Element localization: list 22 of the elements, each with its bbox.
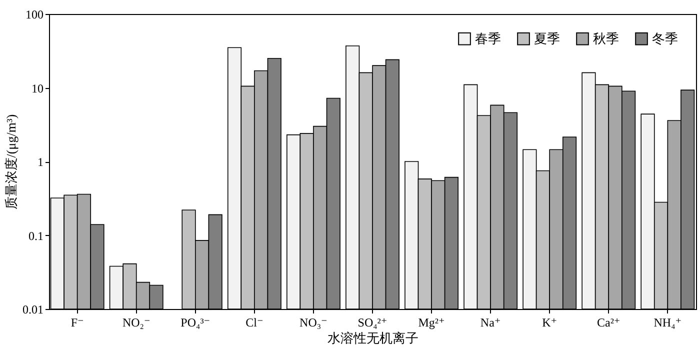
y-tick-label: 0.1 — [28, 228, 44, 243]
x-tick-label: Na⁺ — [480, 316, 501, 330]
legend-label: 春季 — [475, 30, 501, 46]
x-tick-label: NO₂⁻ — [122, 316, 150, 330]
x-tick-label: K⁺ — [542, 316, 558, 330]
legend-label: 冬季 — [652, 30, 678, 46]
y-tick-label: 1 — [38, 155, 44, 169]
x-axis-title: 水溶性无机离子 — [328, 330, 418, 346]
y-tick-label: 0.01 — [22, 302, 44, 316]
y-axis-title: 质量浓度/(μg/m³) — [4, 114, 18, 210]
x-tick-label: NO₃⁻ — [300, 316, 328, 330]
x-tick-label: Ca²⁺ — [597, 316, 620, 330]
x-tick-label: SO₄²⁺ — [358, 316, 388, 330]
x-tick-label: Cl⁻ — [246, 316, 264, 330]
x-tick-label: F⁻ — [70, 316, 84, 330]
y-tick-label: 10 — [32, 81, 44, 96]
x-tick-label: Mg²⁺ — [418, 316, 445, 330]
x-tick-label: NH₄⁺ — [654, 316, 682, 330]
legend-label: 夏季 — [534, 30, 560, 46]
x-tick-label: PO₄³⁻ — [180, 316, 210, 330]
legend-label: 秋季 — [593, 30, 619, 46]
y-tick-label: 100 — [26, 8, 44, 22]
